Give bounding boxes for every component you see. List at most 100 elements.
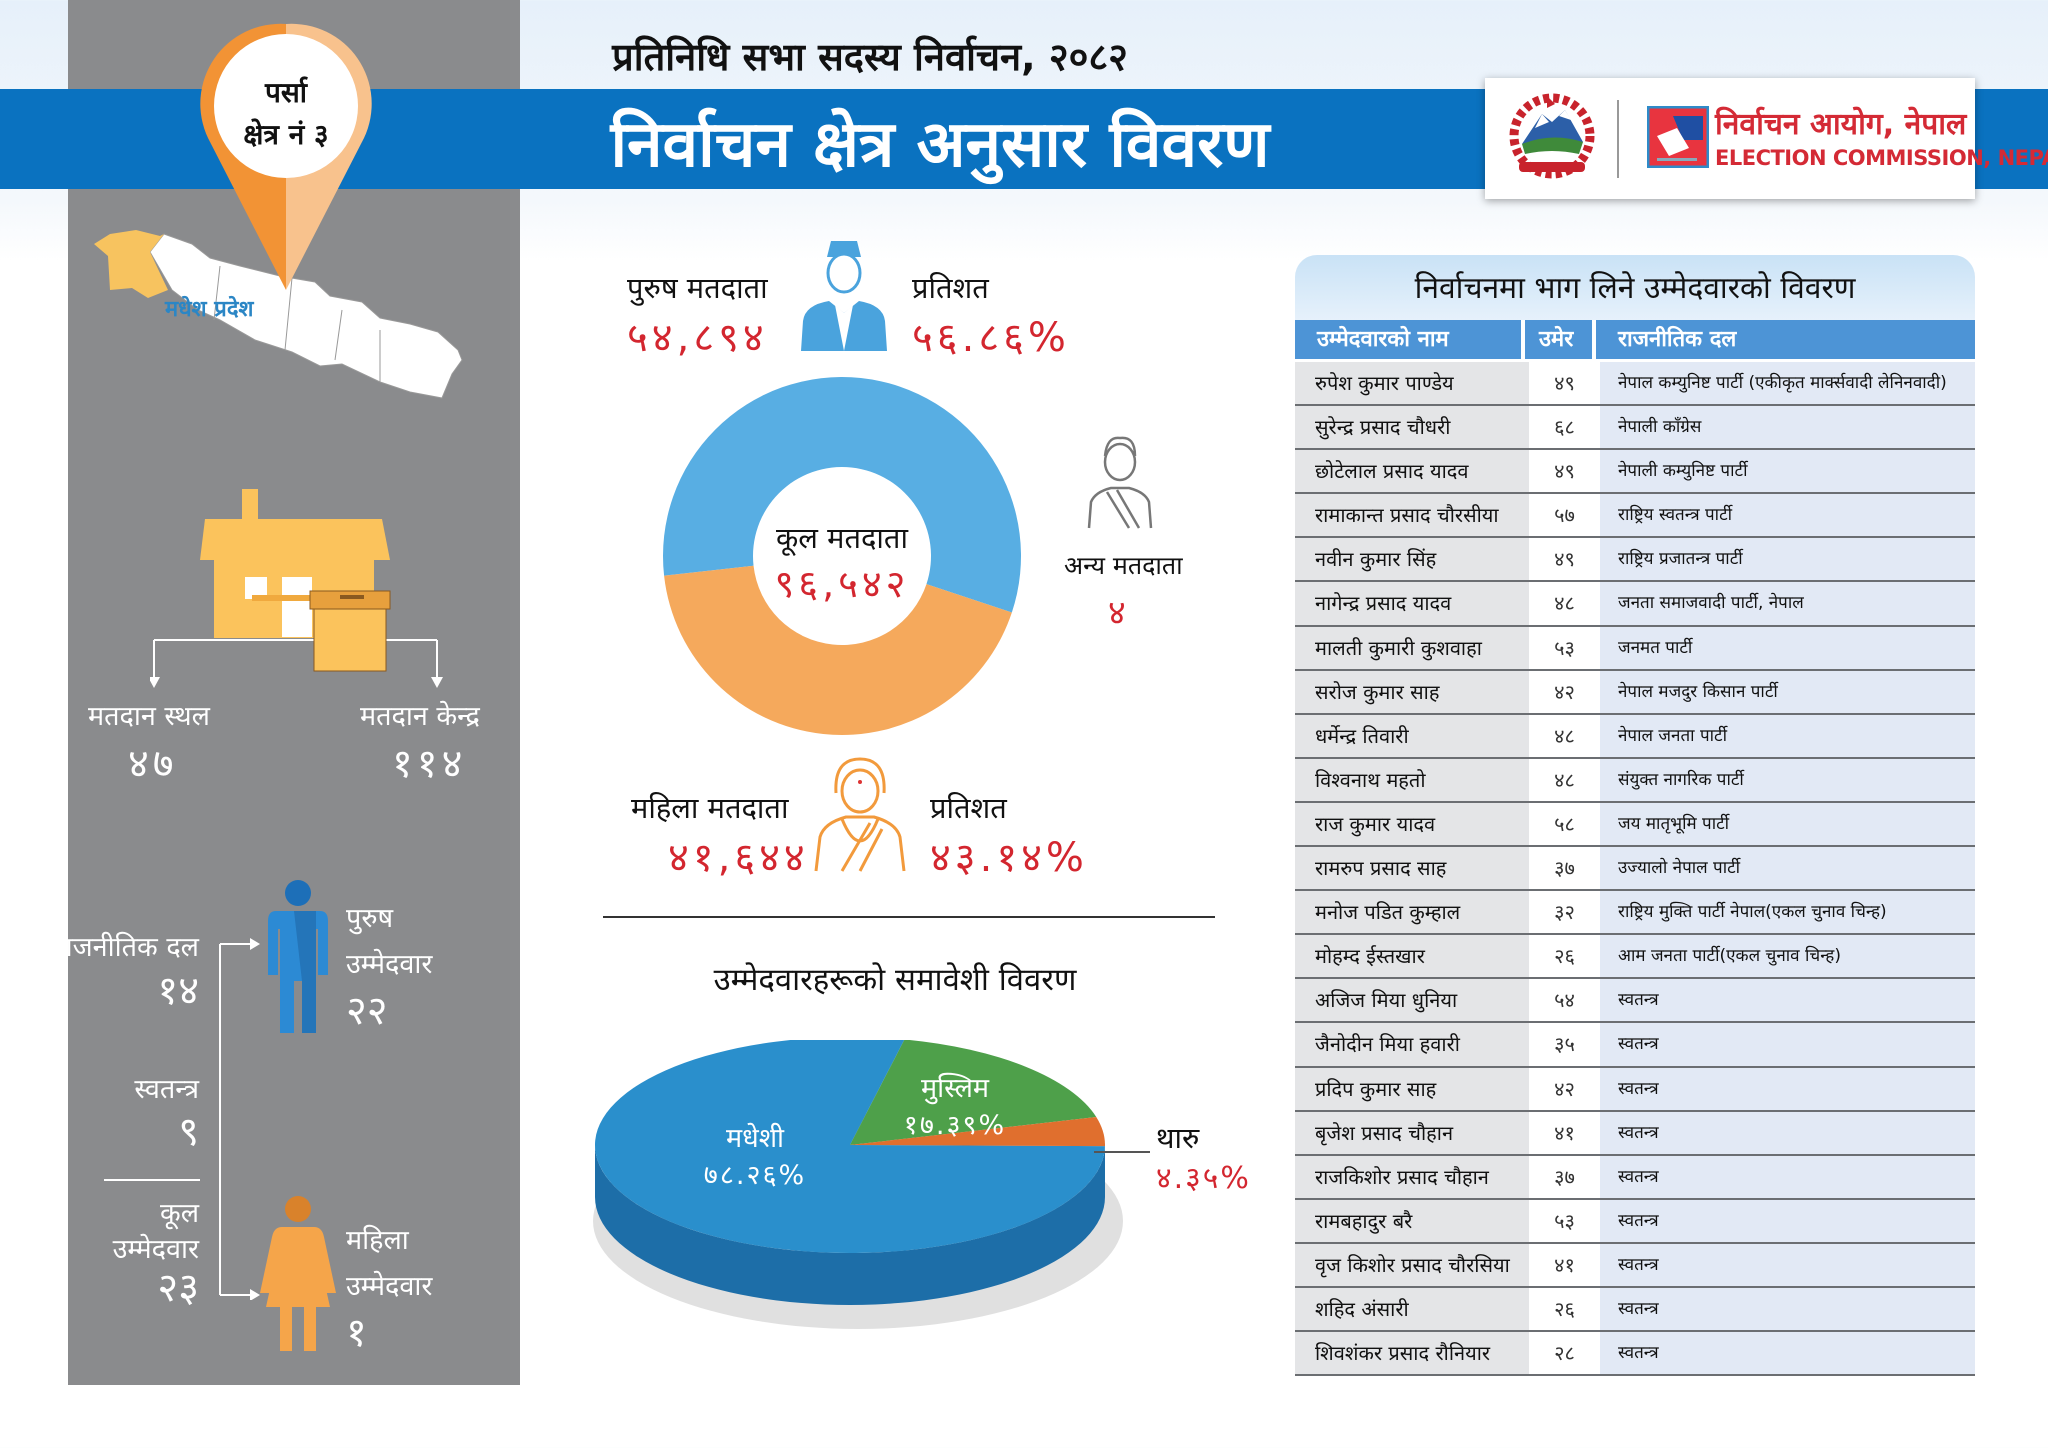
candidate-name: शहिद अंसारी xyxy=(1295,1287,1529,1331)
candidate-party: आम जनता पार्टी(एकल चुनाव चिन्ह) xyxy=(1600,935,1975,978)
candidate-name: वृज किशोर प्रसाद चौरसिया xyxy=(1295,1243,1529,1286)
candidate-age: ४८ xyxy=(1529,758,1600,801)
candidate-age: ४२ xyxy=(1529,1067,1600,1110)
table-row: वृज किशोर प्रसाद चौरसिया ४१ स्वतन्त्र xyxy=(1295,1243,1975,1288)
candidate-party: स्वतन्त्र xyxy=(1600,1332,1975,1375)
pie-slice-tharu xyxy=(850,1116,1105,1147)
table-row: शहिद अंसारी २६ स्वतन्त्र xyxy=(1295,1287,1975,1333)
female-voters-label: महिला मतदाता xyxy=(631,791,789,825)
male-figure-icon xyxy=(268,880,328,1033)
candidate-age: ५४ xyxy=(1529,979,1600,1022)
candidate-age: ३७ xyxy=(1529,847,1600,890)
independent-value: ९ xyxy=(178,1109,199,1155)
candidate-name: छोटेलाल प्रसाद यादव xyxy=(1295,450,1529,493)
table-row: छोटेलाल प्रसाद यादव ४९ नेपाली कम्युनिष्ट प… xyxy=(1295,450,1975,495)
candidate-age: ३७ xyxy=(1529,1155,1600,1198)
independent-candidates: स्वतन्त्र ९ xyxy=(134,1072,199,1156)
district-name: पर्सा xyxy=(264,76,308,109)
candidate-party: स्वतन्त्र xyxy=(1600,1023,1975,1066)
col-party: राजनीतिक दल xyxy=(1618,327,1737,352)
table-row: धर्मेन्द्र तिवारी ४८ नेपाल जनता पार्टी xyxy=(1295,714,1975,759)
candidate-age: २६ xyxy=(1529,935,1600,978)
donut-slice-female xyxy=(664,565,1012,735)
candidate-age: ४१ xyxy=(1529,1243,1600,1286)
other-voter-icon xyxy=(1087,436,1153,529)
table-row: रामाकान्त प्रसाद चौरसीया ५७ राष्ट्रिय स्वत… xyxy=(1295,494,1975,539)
candidate-name: मनोज पडित कुम्हाल xyxy=(1295,891,1529,934)
male-voters-value: ५४,८९४ xyxy=(627,315,768,361)
col-name: उम्मेदवारको नाम xyxy=(1295,320,1525,359)
candidate-party: नेपाली कम्युनिष्ट पार्टी xyxy=(1600,450,1975,493)
pie-slice-madhesi xyxy=(595,1040,1105,1253)
woman-voter-icon xyxy=(814,757,906,872)
muslim-pct: १७.३९% xyxy=(903,1110,1007,1141)
candidate-name: रामाकान्त प्रसाद चौरसीया xyxy=(1295,494,1529,537)
candidate-age: ५७ xyxy=(1529,494,1600,537)
candidate-name: मालती कुमारी कुशवाहा xyxy=(1295,626,1529,669)
candidate-party: नेपाल जनता पार्टी xyxy=(1600,714,1975,757)
pie-side-madhesi xyxy=(595,1145,1105,1305)
inclusion-pie-chart xyxy=(593,1040,1123,1329)
table-row: सरोज कुमार साह ४२ नेपाल मजदुर किसान पार्टी xyxy=(1295,670,1975,715)
col-age: उमेर xyxy=(1525,320,1596,359)
logo-name-en: ELECTION COMMISSION, NEPAL xyxy=(1715,146,2048,170)
other-voters-value: ४ xyxy=(1108,593,1130,633)
candidate-party: नेपाली काँग्रेस xyxy=(1600,406,1975,449)
polling-station-label: मतदान स्थल xyxy=(88,701,210,732)
candidate-party: राष्ट्रिय स्वतन्त्र पार्टी xyxy=(1600,494,1975,537)
table-row: रुपेश कुमार पाण्डेय ४९ नेपाल कम्युनिष्ट पा… xyxy=(1295,362,1975,407)
candidate-name: सुरेन्द्र प्रसाद चौधरी xyxy=(1295,406,1529,449)
location-pin-icon xyxy=(200,23,372,291)
total-voters-value: ९६,५४२ xyxy=(774,562,910,606)
candidate-age: ४२ xyxy=(1529,670,1600,713)
female-pct-label: प्रतिशत xyxy=(930,791,1007,825)
total-value: २३ xyxy=(157,1265,199,1311)
candidate-party: राष्ट्रिय मुक्ति पार्टी नेपाल(एकल चुनाव … xyxy=(1600,891,1975,934)
muslim-label: मुस्लिम xyxy=(920,1073,990,1104)
candidate-name: नागेन्द्र प्रसाद यादव xyxy=(1295,582,1529,625)
total-label-2: उम्मेदवार xyxy=(112,1234,199,1265)
madhesi-label: मधेशी xyxy=(725,1123,785,1154)
candidate-age: ४९ xyxy=(1529,362,1600,405)
page-title: निर्वाचन क्षेत्र अनुसार विवरण xyxy=(610,108,1270,182)
polling-centre-label: मतदान केन्द्र xyxy=(360,701,480,732)
candidate-age: २६ xyxy=(1529,1287,1600,1331)
candidate-name: रामबहादुर बरै xyxy=(1295,1199,1529,1242)
election-commission-logo-icon xyxy=(1647,106,1709,168)
pie-label-madhesi: मधेशी ७८.२६% xyxy=(690,1118,820,1192)
polling-centre-value: ११४ xyxy=(392,741,467,787)
candidate-party: स्वतन्त्र xyxy=(1600,1199,1975,1242)
ballot-box-icon xyxy=(309,590,391,672)
table-row: राज कुमार यादव ५८ जय मातृभूमि पार्टी xyxy=(1295,802,1975,848)
independent-label: स्वतन्त्र xyxy=(134,1074,199,1105)
candidate-age: ३२ xyxy=(1529,891,1600,934)
candidate-name: मोहम्द ईस्तखार xyxy=(1295,935,1529,978)
table-row: मालती कुमारी कुशवाहा ५३ जनमत पार्टी xyxy=(1295,626,1975,671)
constituency-number: क्षेत्र नं ३ xyxy=(243,118,329,151)
table-title: निर्वाचनमा भाग लिने उम्मेदवारको विवरण xyxy=(1295,255,1975,320)
female-candidates-value: १ xyxy=(346,1310,367,1356)
table-header: उम्मेदवारको नाम उमेर राजनीतिक दल xyxy=(1295,320,1975,362)
party-candidates-label: राजनीतिक दल xyxy=(54,932,199,963)
candidate-age: ४१ xyxy=(1529,1111,1600,1154)
nepal-map-icon: मधेश प्रदेश xyxy=(94,230,463,399)
logo-divider xyxy=(1617,100,1619,178)
candidate-name: प्रदिप कुमार साह xyxy=(1295,1067,1529,1110)
pie-label-muslim: मुस्लिम १७.३९% xyxy=(890,1068,1020,1142)
party-candidates: राजनीतिक दल १४ xyxy=(55,930,199,1016)
candidate-age: ४८ xyxy=(1529,582,1600,625)
table-row: सुरेन्द्र प्रसाद चौधरी ६८ नेपाली काँग्रेस xyxy=(1295,406,1975,451)
candidate-name: जैनोदीन मिया हवारी xyxy=(1295,1023,1529,1066)
candidate-age: ५३ xyxy=(1529,1199,1600,1242)
bracket-arrows xyxy=(219,938,260,1300)
tharu-pct: ४.३५% xyxy=(1156,1161,1251,1196)
male-candidates-label-2: उम्मेदवार xyxy=(346,949,433,980)
province-label: मधेश प्रदेश xyxy=(164,295,255,322)
table-row: राजकिशोर प्रसाद चौहान ३७ स्वतन्त्र xyxy=(1295,1155,1975,1200)
table-row: शिवशंकर प्रसाद रौनियार २८ स्वतन्त्र xyxy=(1295,1332,1975,1377)
total-label: कूल xyxy=(159,1198,199,1229)
page-subtitle: प्रतिनिधि सभा सदस्य निर्वाचन, २०८२ xyxy=(612,35,1128,79)
party-candidates-value: १४ xyxy=(157,968,199,1014)
candidate-party: जनता समाजवादी पार्टी, नेपाल xyxy=(1600,582,1975,625)
candidate-party: स्वतन्त्र xyxy=(1600,979,1975,1022)
